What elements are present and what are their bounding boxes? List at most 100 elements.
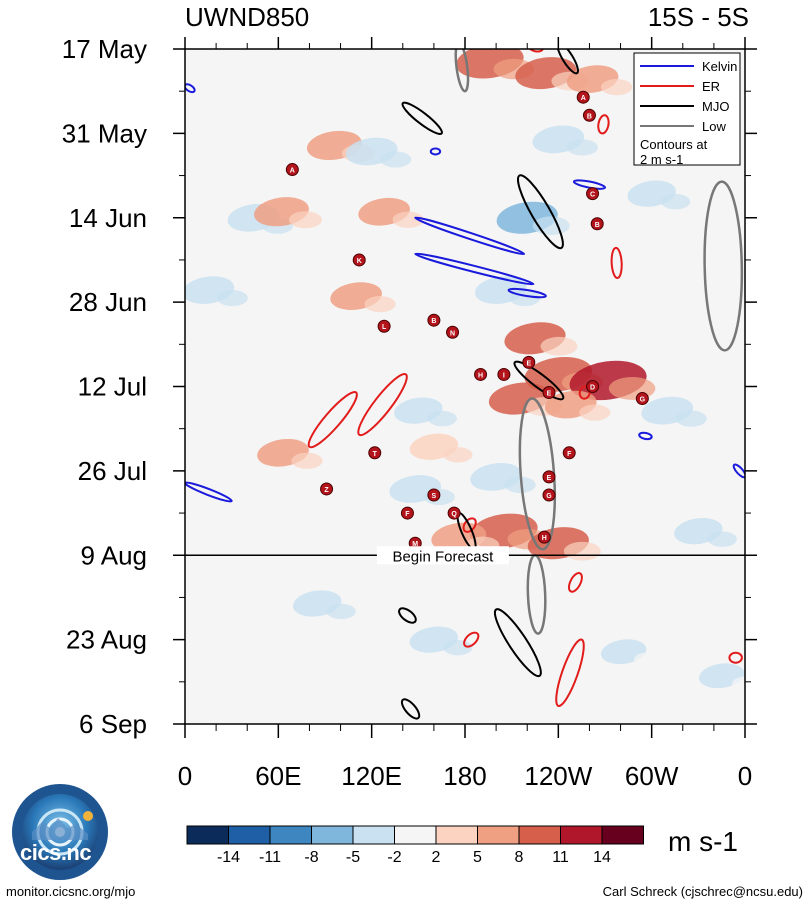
storm-marker: N — [446, 325, 460, 339]
storm-symbol — [368, 446, 382, 460]
er-contour — [463, 631, 480, 648]
storm-symbol — [427, 488, 441, 502]
anomaly-patch — [675, 410, 707, 427]
kelvin-contour — [185, 481, 233, 503]
legend-note: Contours at — [640, 137, 708, 152]
storm-label: L — [382, 324, 387, 331]
logo-text: cics.nc — [20, 840, 92, 865]
storm-marker: A — [576, 90, 590, 104]
kelvin-contour — [572, 179, 607, 190]
x-tick-label: 0 — [738, 761, 752, 791]
er-contour — [555, 638, 585, 708]
storm-label: G — [640, 397, 646, 404]
legend-label: Kelvin — [702, 59, 737, 74]
storm-symbol — [576, 90, 590, 104]
x-tick-label: 180 — [443, 761, 486, 791]
storm-label: M — [412, 541, 418, 548]
colorbar-tick-label: -8 — [304, 849, 318, 866]
colorbar-swatch — [352, 825, 395, 845]
storm-label: S — [432, 493, 437, 500]
er-contour — [357, 373, 408, 437]
storm-marker: D — [586, 380, 600, 393]
storm-label: H — [478, 372, 483, 379]
colorbar-tick-label: 11 — [552, 849, 569, 866]
storm-symbol — [590, 217, 604, 231]
storm-label: D — [590, 385, 595, 392]
y-tick-label: 14 Jun — [69, 203, 147, 233]
anomaly-patch — [288, 211, 323, 229]
y-tick-label: 9 Aug — [80, 540, 147, 570]
colorbar-tick-label: 5 — [473, 849, 482, 866]
lat-band-label: 15S - 5S — [647, 2, 749, 32]
colorbar-swatch — [518, 825, 561, 845]
storm-label: T — [373, 451, 378, 458]
storm-marker: E — [522, 355, 536, 369]
storm-label: N — [450, 330, 455, 337]
y-tick-label: 28 Jun — [69, 287, 147, 317]
er-contour — [526, 49, 544, 53]
forecast-label-bg — [376, 546, 509, 565]
legend-box — [633, 52, 741, 166]
storm-symbol — [635, 392, 649, 406]
anomaly-patch — [633, 652, 662, 667]
colorbar-units: m s-1 — [668, 826, 738, 857]
anomaly-patch — [291, 452, 323, 469]
storm-symbol — [377, 319, 391, 333]
storm-symbol — [522, 355, 536, 369]
storm-label: A — [581, 95, 586, 102]
storm-marker: H — [537, 530, 551, 544]
mjo-contour — [513, 360, 565, 401]
anomaly-patch — [707, 531, 737, 547]
storm-symbol — [542, 470, 556, 484]
colorbar-swatch — [269, 825, 312, 845]
footer-site-link[interactable]: monitor.cicsnc.org/mjo — [6, 884, 136, 899]
storm-label: Q — [451, 511, 457, 518]
er-contour — [728, 651, 743, 664]
storm-label: K — [357, 258, 362, 265]
storm-symbol — [320, 482, 334, 496]
anomaly-patch — [731, 676, 745, 692]
mjo-contour — [556, 49, 579, 75]
storm-marker: G — [542, 488, 556, 502]
anomaly-patch — [380, 151, 412, 168]
anomaly-patch — [579, 404, 611, 421]
mjo-contour — [400, 698, 421, 720]
kelvin-contour — [429, 147, 442, 156]
anomaly-patch — [661, 193, 691, 210]
storm-symbol — [586, 380, 600, 393]
anomaly-patch — [427, 410, 457, 427]
storm-markers: A B A C B K B L N E H I E D G T F Z E G S F Q H M — [285, 90, 649, 550]
colorbar-swatch — [435, 825, 478, 845]
er-contour — [307, 391, 358, 449]
storm-symbol — [542, 386, 556, 400]
storm-symbol — [446, 325, 460, 339]
colorbar-swatch — [228, 825, 271, 845]
storm-symbol — [537, 530, 551, 544]
storm-label: F — [567, 451, 572, 458]
anomaly-patch — [443, 639, 473, 656]
storm-label: I — [503, 372, 505, 379]
anomaly-patch — [392, 211, 424, 228]
footer-author: Carl Schreck (cjschrec@ncsu.edu) — [602, 884, 803, 899]
colorbar-tick-label: -5 — [346, 849, 360, 866]
storm-marker: Z — [320, 482, 334, 496]
storm-symbol — [582, 108, 596, 122]
storm-marker: L — [377, 319, 391, 333]
colorbar-swatch — [601, 825, 644, 845]
storm-symbol — [586, 187, 600, 201]
kelvin-contour — [414, 216, 526, 256]
storm-label: Z — [324, 487, 329, 494]
colorbar-swatch — [477, 825, 520, 845]
anomaly-patch — [216, 289, 248, 307]
anomaly-patch — [504, 476, 536, 494]
colorbar-swatch — [560, 825, 603, 845]
er-contour — [610, 246, 623, 280]
storm-label: B — [595, 222, 600, 229]
mjo-contour — [398, 607, 417, 624]
storm-label: G — [546, 493, 552, 500]
storm-marker: E — [542, 470, 556, 484]
storm-marker: K — [352, 253, 366, 267]
storm-symbol — [562, 446, 576, 460]
y-tick-label: 31 May — [62, 118, 147, 148]
